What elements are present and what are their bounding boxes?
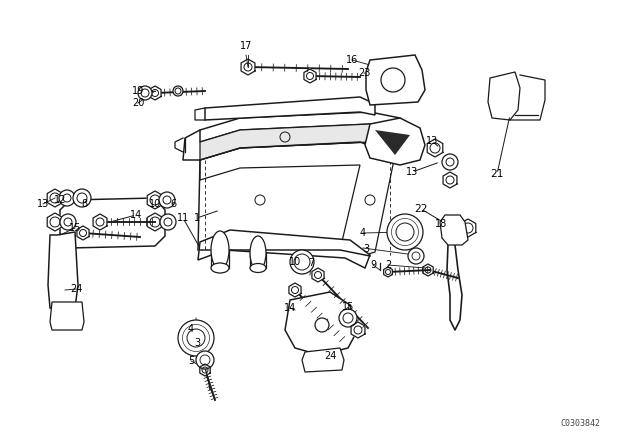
Circle shape [339,309,357,327]
Polygon shape [488,72,520,120]
Text: 11: 11 [177,213,189,223]
Polygon shape [294,253,310,271]
Circle shape [387,214,423,250]
Polygon shape [60,198,165,248]
Polygon shape [375,130,410,155]
Polygon shape [285,292,355,355]
Ellipse shape [250,236,266,270]
Polygon shape [77,226,89,240]
Polygon shape [304,69,316,83]
Text: 2: 2 [385,260,391,270]
Ellipse shape [211,263,229,273]
Polygon shape [241,59,255,75]
Polygon shape [365,118,425,165]
Polygon shape [440,215,468,245]
Polygon shape [312,268,324,282]
Polygon shape [47,189,63,207]
Circle shape [138,86,152,100]
Polygon shape [351,322,365,338]
Circle shape [196,351,214,369]
Polygon shape [302,348,344,372]
Text: 22: 22 [414,204,428,214]
Polygon shape [200,364,210,376]
Polygon shape [460,219,476,237]
Text: 8: 8 [81,199,87,209]
Polygon shape [383,267,392,277]
Polygon shape [47,213,63,231]
Text: 9: 9 [370,260,376,270]
Polygon shape [200,124,405,160]
Text: 6: 6 [170,199,176,209]
Text: 4: 4 [188,324,194,334]
Text: 13: 13 [37,199,49,209]
Text: 5: 5 [188,356,194,366]
Text: 10: 10 [289,257,301,267]
Circle shape [173,86,183,96]
Ellipse shape [211,231,229,269]
Circle shape [315,318,329,332]
Polygon shape [48,232,78,310]
Text: 7: 7 [308,258,314,268]
Text: 10: 10 [149,199,161,209]
Circle shape [290,250,314,274]
Polygon shape [149,86,161,100]
Text: 14: 14 [130,210,142,220]
Text: 4: 4 [360,228,366,238]
Circle shape [178,320,214,356]
Polygon shape [147,191,163,209]
Text: 17: 17 [240,41,252,51]
Polygon shape [93,214,107,230]
Text: 14: 14 [284,303,296,313]
Text: 18: 18 [435,219,447,229]
Text: 13: 13 [426,136,438,146]
Text: 20: 20 [132,98,144,108]
Ellipse shape [250,263,266,272]
Circle shape [408,248,424,264]
Polygon shape [147,213,163,231]
Text: 3: 3 [363,244,369,254]
Circle shape [73,189,91,207]
Text: 13: 13 [406,167,418,177]
Text: 1: 1 [194,213,200,223]
Polygon shape [205,97,375,120]
Circle shape [60,214,76,230]
Text: C0303842: C0303842 [560,419,600,428]
Polygon shape [200,112,405,142]
Polygon shape [200,142,395,258]
Text: 23: 23 [358,68,370,78]
Text: 21: 21 [490,169,504,179]
Polygon shape [50,302,84,330]
Circle shape [160,214,176,230]
Circle shape [159,192,175,208]
Polygon shape [423,264,433,276]
Text: 15: 15 [69,223,81,233]
Text: 15: 15 [342,302,354,312]
Polygon shape [198,230,370,268]
Text: 3: 3 [194,338,200,348]
Circle shape [447,223,461,237]
Circle shape [59,190,75,206]
Circle shape [442,154,458,170]
Text: 24: 24 [70,284,82,294]
Text: 16: 16 [346,55,358,65]
Text: 19: 19 [132,86,144,96]
Polygon shape [289,283,301,297]
Polygon shape [428,139,443,157]
Polygon shape [366,55,425,105]
Text: 24: 24 [324,351,336,361]
Text: 12: 12 [54,195,66,205]
Polygon shape [443,172,457,188]
